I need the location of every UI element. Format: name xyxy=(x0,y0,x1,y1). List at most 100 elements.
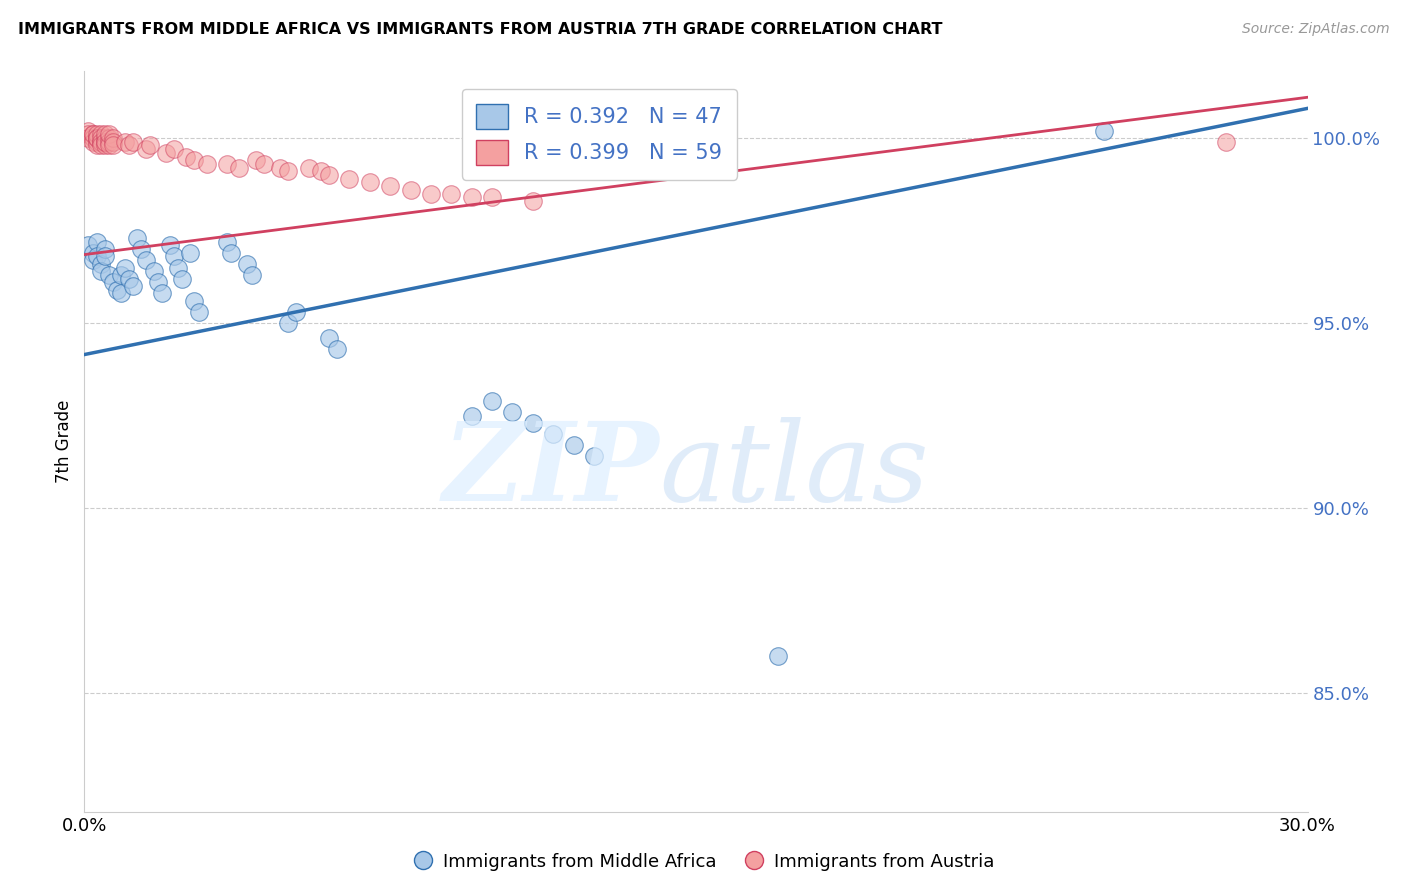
Point xyxy=(93,131,115,145)
Text: IMMIGRANTS FROM MIDDLE AFRICA VS IMMIGRANTS FROM AUSTRIA 7TH GRADE CORRELATION C: IMMIGRANTS FROM MIDDLE AFRICA VS IMMIGRA… xyxy=(18,22,943,37)
Point xyxy=(97,138,120,153)
Point xyxy=(228,161,250,175)
Point xyxy=(155,145,177,160)
Point xyxy=(82,128,104,142)
Point xyxy=(522,416,544,430)
Point xyxy=(245,153,267,168)
Point xyxy=(110,268,132,282)
Point xyxy=(481,393,503,408)
Point xyxy=(90,135,112,149)
Point xyxy=(461,409,484,423)
Point xyxy=(77,123,100,137)
Point xyxy=(183,293,205,308)
Point xyxy=(174,149,197,163)
Point xyxy=(318,168,340,182)
Point xyxy=(90,131,112,145)
Point xyxy=(77,128,100,142)
Point xyxy=(90,257,112,271)
Point xyxy=(82,253,104,268)
Point xyxy=(298,161,321,175)
Point xyxy=(522,194,544,208)
Point xyxy=(131,242,153,256)
Point xyxy=(146,276,169,290)
Point xyxy=(118,271,141,285)
Point xyxy=(285,305,308,319)
Point xyxy=(97,131,120,145)
Point xyxy=(90,135,112,149)
Point xyxy=(97,135,120,149)
Point xyxy=(183,153,205,168)
Point xyxy=(217,235,239,249)
Point xyxy=(1092,123,1115,137)
Point xyxy=(86,249,108,263)
Point xyxy=(339,171,361,186)
Point xyxy=(187,305,209,319)
Point xyxy=(86,131,108,145)
Point xyxy=(135,253,157,268)
Point xyxy=(142,264,165,278)
Point xyxy=(86,131,108,145)
Point xyxy=(159,238,181,252)
Point xyxy=(318,331,340,345)
Point xyxy=(82,135,104,149)
Point xyxy=(77,131,100,145)
Point xyxy=(219,245,242,260)
Point xyxy=(86,235,108,249)
Point xyxy=(101,135,124,149)
Point xyxy=(90,264,112,278)
Point xyxy=(82,245,104,260)
Point xyxy=(135,142,157,156)
Point xyxy=(82,128,104,142)
Legend: Immigrants from Middle Africa, Immigrants from Austria: Immigrants from Middle Africa, Immigrant… xyxy=(405,845,1001,879)
Point xyxy=(217,157,239,171)
Point xyxy=(240,268,263,282)
Text: Source: ZipAtlas.com: Source: ZipAtlas.com xyxy=(1241,22,1389,37)
Point xyxy=(86,138,108,153)
Point xyxy=(93,135,115,149)
Point xyxy=(110,286,132,301)
Point xyxy=(97,128,120,142)
Point xyxy=(562,438,585,452)
Point xyxy=(277,164,299,178)
Point xyxy=(90,128,112,142)
Point xyxy=(277,316,299,330)
Point xyxy=(502,405,524,419)
Point xyxy=(101,138,124,153)
Point xyxy=(309,164,332,178)
Point xyxy=(105,283,128,297)
Point xyxy=(86,131,108,145)
Point xyxy=(167,260,190,275)
Point xyxy=(90,138,112,153)
Point xyxy=(359,175,381,189)
Point xyxy=(101,131,124,145)
Text: ZIP: ZIP xyxy=(443,417,659,524)
Point xyxy=(122,279,145,293)
Point xyxy=(114,260,136,275)
Point xyxy=(195,157,218,171)
Point xyxy=(380,179,402,194)
Point xyxy=(93,138,115,153)
Point xyxy=(766,649,789,664)
Point xyxy=(163,142,186,156)
Point xyxy=(93,249,115,263)
Point xyxy=(97,268,120,282)
Point xyxy=(114,135,136,149)
Point xyxy=(118,138,141,153)
Point xyxy=(583,450,606,464)
Point xyxy=(93,242,115,256)
Point xyxy=(269,161,291,175)
Point xyxy=(101,276,124,290)
Point xyxy=(399,183,422,197)
Point xyxy=(93,135,115,149)
Point xyxy=(172,271,194,285)
Point xyxy=(93,128,115,142)
Text: atlas: atlas xyxy=(659,417,929,524)
Point xyxy=(543,427,565,442)
Point xyxy=(481,190,503,204)
Point xyxy=(77,238,100,252)
Point xyxy=(440,186,463,201)
Point xyxy=(127,231,149,245)
Point xyxy=(326,342,349,356)
Point xyxy=(253,157,276,171)
Point xyxy=(82,131,104,145)
